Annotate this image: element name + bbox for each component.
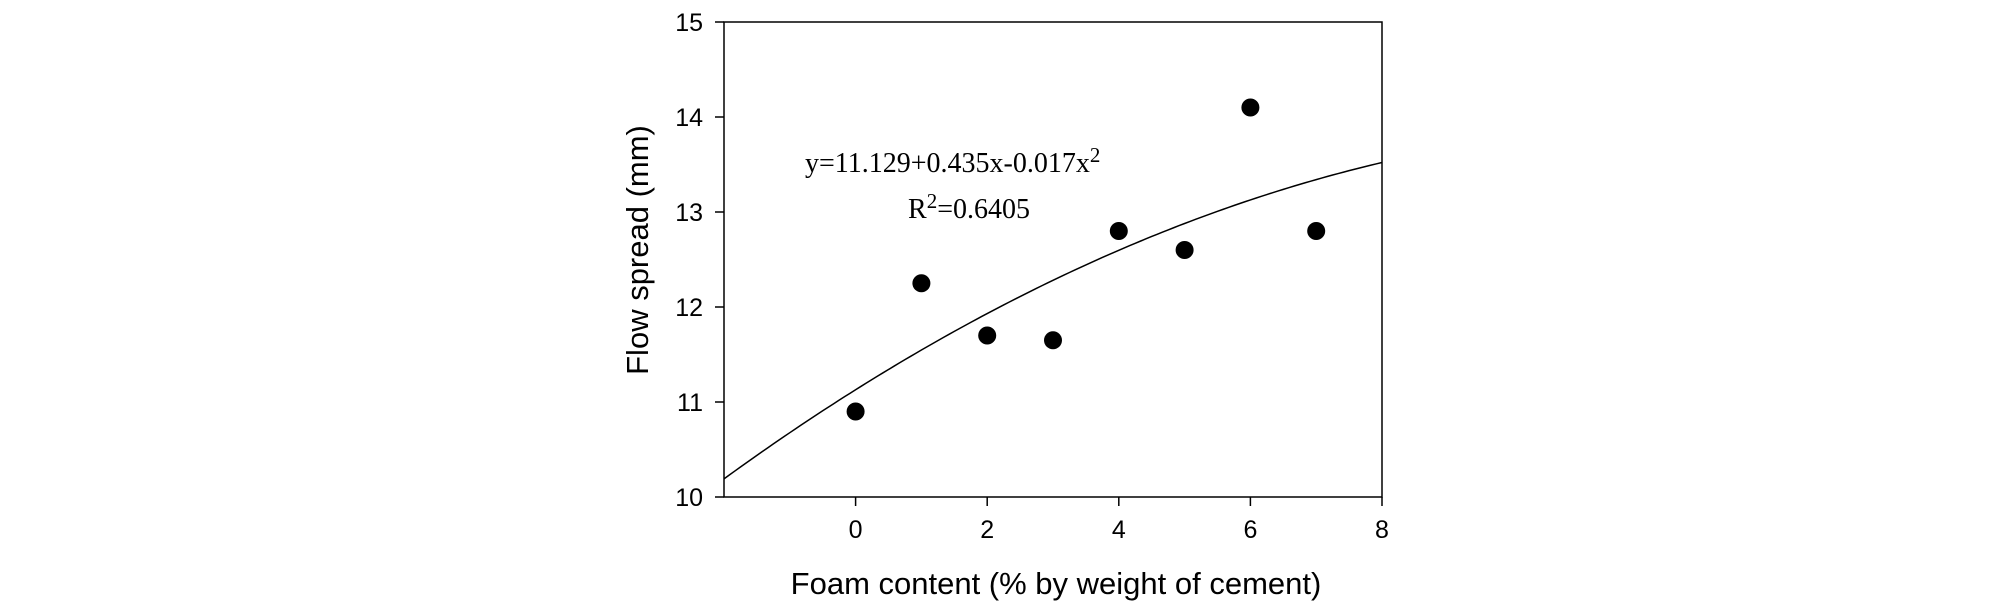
x-tick-label: 0 (849, 516, 863, 544)
data-point (978, 326, 997, 345)
fit-curve-layer (723, 161, 1383, 480)
plot-border (723, 21, 1383, 498)
y-tick-label: 15 (675, 9, 703, 37)
y-tick-label: 11 (677, 389, 703, 417)
data-point (1175, 241, 1194, 259)
x-tick-label: 8 (1375, 516, 1389, 544)
data-points (846, 98, 1326, 421)
r-squared-value: =0.6405 (937, 194, 1030, 225)
x-tick-label: 6 (1243, 516, 1257, 544)
r-squared-prefix: R (908, 194, 927, 225)
y-axis-ticks: 10 11 12 13 14 15 (675, 9, 724, 512)
data-point (912, 274, 931, 293)
data-point (1307, 222, 1326, 240)
x-axis-title: Foam content (% by weight of cement) (791, 566, 1322, 601)
x-tick-label: 4 (1112, 516, 1126, 544)
data-point (846, 402, 865, 421)
data-point (1109, 222, 1128, 240)
fit-equation-exponent: 2 (1090, 143, 1101, 167)
y-tick-label: 14 (675, 104, 703, 132)
y-tick-label: 10 (675, 484, 703, 512)
data-point (1241, 98, 1260, 117)
fit-equation: y=11.129+0.435x-0.017x2 (805, 143, 1100, 179)
y-tick-label: 12 (675, 294, 703, 322)
x-tick-label: 2 (980, 516, 994, 544)
y-tick-label: 13 (675, 199, 703, 227)
plot-frame (723, 21, 1383, 498)
r-squared-label: R2=0.6405 (908, 189, 1030, 225)
y-axis-title: Flow spread (mm) (620, 125, 655, 375)
fit-curve (723, 161, 1383, 480)
r-squared-exponent: 2 (927, 189, 938, 213)
data-point (1044, 331, 1062, 350)
fit-equation-main: y=11.129+0.435x-0.017x (805, 148, 1090, 179)
x-axis-ticks: 0 2 4 6 8 (849, 497, 1389, 544)
